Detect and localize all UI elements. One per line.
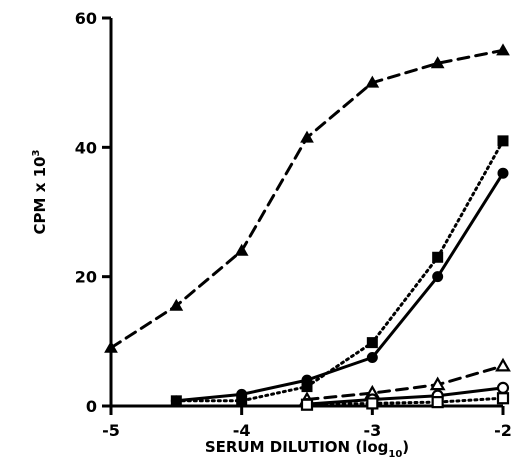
series-3-line — [174, 171, 505, 403]
y-axis-title: CPM x 103 — [31, 150, 49, 235]
series-6-line — [305, 396, 505, 407]
series-1-point — [430, 56, 445, 69]
series-2 — [170, 135, 509, 407]
series-3-point — [236, 388, 248, 400]
series-1-point — [300, 130, 314, 143]
y-ticks: 0 20 40 60 — [75, 9, 111, 416]
series-6-point — [431, 396, 444, 409]
series-1 — [104, 43, 510, 353]
series-6-point — [366, 397, 379, 410]
x-ticks: -5 -4 -3 -2 — [102, 406, 511, 440]
series-2-line — [174, 139, 505, 403]
x-tick-label: -3 — [363, 421, 381, 440]
series-1-point — [234, 243, 249, 256]
series-6 — [300, 392, 510, 411]
series-5-line — [305, 386, 505, 406]
series-2-point — [497, 135, 509, 147]
y-axis-title-superscript: 3 — [31, 150, 42, 157]
x-tick-label: -4 — [233, 421, 251, 440]
series-layer — [104, 43, 511, 411]
series-5-point — [496, 381, 510, 394]
series-3-point — [170, 395, 182, 407]
series-3-point — [432, 271, 444, 283]
x-tick-label: -5 — [102, 421, 120, 440]
x-axis-title-close: ) — [402, 438, 409, 456]
x-axis-title-subscript: 10 — [388, 449, 402, 460]
series-4-line — [305, 364, 505, 401]
y-tick-label: 0 — [86, 397, 97, 416]
series-3-point — [366, 352, 378, 363]
series-6-point — [300, 398, 314, 411]
series-1-point — [365, 75, 380, 88]
x-axis-title-main: SERUM DILUTION (log — [205, 438, 389, 456]
series-1-point — [169, 298, 184, 311]
y-tick-label: 60 — [75, 9, 97, 28]
y-axis-title-main: CPM x 10 — [31, 157, 49, 235]
series-2-point — [366, 337, 378, 349]
series-3-point — [497, 167, 509, 179]
x-axis-title: SERUM DILUTION (log10) — [205, 438, 409, 460]
series-2-point — [432, 251, 444, 263]
axes — [109, 18, 503, 408]
x-tick-label: -2 — [494, 421, 511, 440]
series-6-point — [496, 392, 510, 405]
series-4-point — [429, 376, 446, 391]
series-1-point — [104, 340, 118, 353]
y-tick-label: 20 — [75, 268, 97, 287]
series-3-point — [301, 374, 313, 386]
y-tick-label: 40 — [75, 138, 97, 157]
series-4-point — [495, 357, 511, 372]
series-3 — [170, 167, 509, 407]
series-1-line — [109, 48, 505, 350]
series-1-point — [496, 43, 510, 56]
